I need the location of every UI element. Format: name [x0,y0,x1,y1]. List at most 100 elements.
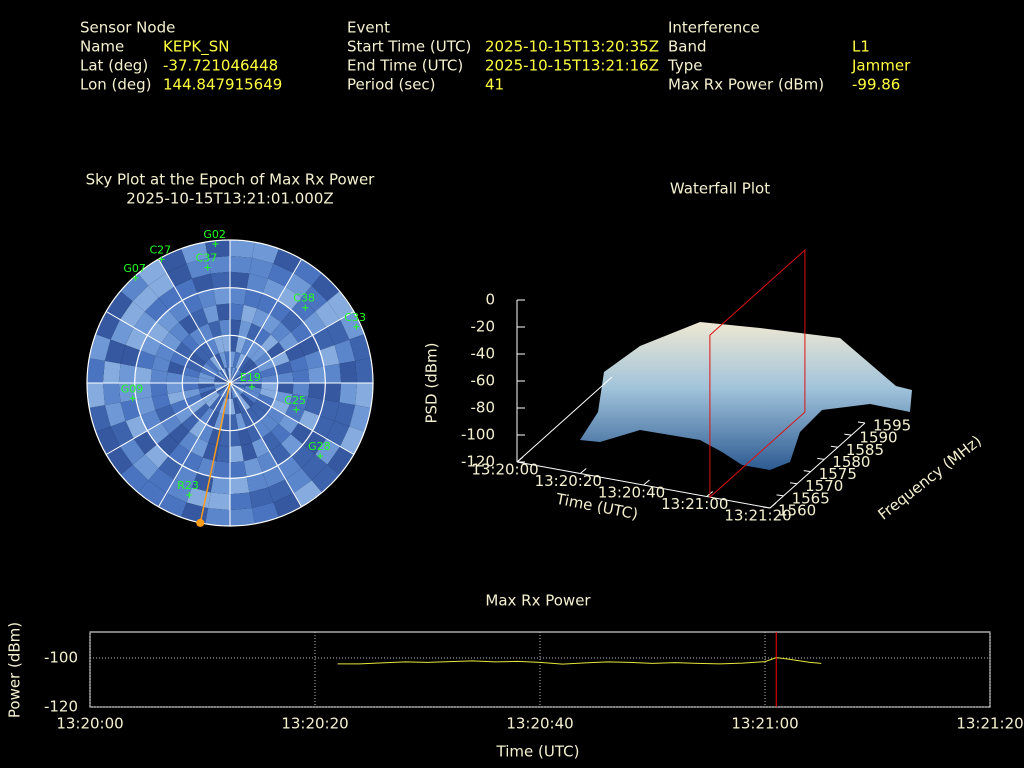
x-tick [643,479,650,486]
sky-cell [304,396,324,416]
sky-cell [349,405,371,432]
sky-cell [230,380,246,383]
satellite-label: G07 [123,262,146,275]
z-axis-title: PSD (dBm) [423,342,441,423]
power-line [337,657,822,665]
sky-cell [292,369,310,383]
y-tick [844,433,852,436]
sky-cell [243,388,260,399]
sky-cell [340,426,365,455]
sky-cell [301,454,328,481]
sky-cell [190,438,209,458]
y-tick [790,482,798,485]
sky-cell [148,468,175,494]
sky-cell [191,273,214,294]
sky-cell [312,415,335,439]
sky-cell [119,301,145,328]
sky-cell [189,327,207,347]
sky-cell [257,393,275,407]
sky-cell [199,407,215,425]
epoch-plane [709,248,806,499]
sky-cell [134,383,152,400]
sky-cell [244,372,262,381]
x-tick-label: 13:20:20 [281,715,348,733]
sky-cell [102,383,121,406]
sky-cell [323,363,342,383]
sky-cell [132,285,159,312]
sky-cell [181,413,200,432]
sky-cell [230,335,239,352]
sky-cell [230,271,250,290]
sky-cell [188,398,206,414]
sky-cell [274,361,293,375]
sky-cell [242,362,258,376]
sky-cell [200,388,217,399]
sky-cell [237,395,251,411]
field-value: Jammer [851,57,911,75]
waterfall-surface [580,322,912,470]
sky-cell [230,367,236,383]
sky-cell [230,377,246,383]
sky-cell [174,342,194,360]
sky-cell [245,377,262,383]
satellite-marker [132,274,139,281]
sky-cell [349,334,371,361]
sky-cell [205,240,230,258]
sky-cell [161,414,182,435]
sky-cell [254,398,272,414]
sky-cell [278,414,299,435]
sky-cell [315,438,341,465]
sky-cell [230,429,242,447]
sky-cell [230,351,236,368]
sky-cell [230,383,236,399]
sky-cell [198,385,216,394]
y-tick [762,506,771,509]
sky-cell [244,385,262,394]
y-tick-label: 1560 [778,502,816,520]
sky-cell [202,304,219,324]
sky-cell [252,242,279,264]
sky-cell [235,353,246,370]
sky-cell [213,461,230,479]
sky-cell [319,399,340,422]
section-title: Interference [668,19,760,37]
sky-cell [106,446,133,475]
sky-cell [285,343,305,362]
sky-cell [125,415,148,439]
satellite-label: E19 [240,371,261,384]
sky-cell [89,334,111,361]
sky-cell [198,383,215,389]
field-value: 144.847915649 [163,76,282,94]
sky-cell [198,424,214,443]
satellite-label: G09 [121,382,144,395]
sky-cell [224,367,230,383]
sky-cell [217,370,230,383]
field-value: 2025-10-15T13:20:35Z [485,38,659,56]
sky-cell [261,383,278,392]
satellite-marker [158,256,165,263]
sky-cell [138,259,167,286]
x-tick-label: 13:20:40 [598,484,665,502]
z-tick-label: -100 [461,426,495,444]
sky-cell [214,396,225,413]
sky-cell [327,446,354,475]
z-tick-label: -40 [471,345,496,363]
sky-cell [214,353,225,370]
sky-cell [193,403,210,420]
sky-cell [221,414,230,431]
sky-cell [95,311,120,340]
sky-cell [323,383,342,403]
field-label: Type [667,57,702,75]
sky-cell [156,309,179,332]
sky-cell [185,393,203,407]
sky-cell [214,383,230,389]
field-label: End Time (UTC) [347,57,463,75]
x-axis-title: Time (UTC) [496,743,580,761]
sky-cell [252,502,279,524]
y-tick [857,421,866,424]
sky-cell [240,410,254,428]
field-label: Lon (deg) [80,76,152,94]
z-tick-label: -60 [471,372,496,390]
sky-cell [253,327,271,347]
